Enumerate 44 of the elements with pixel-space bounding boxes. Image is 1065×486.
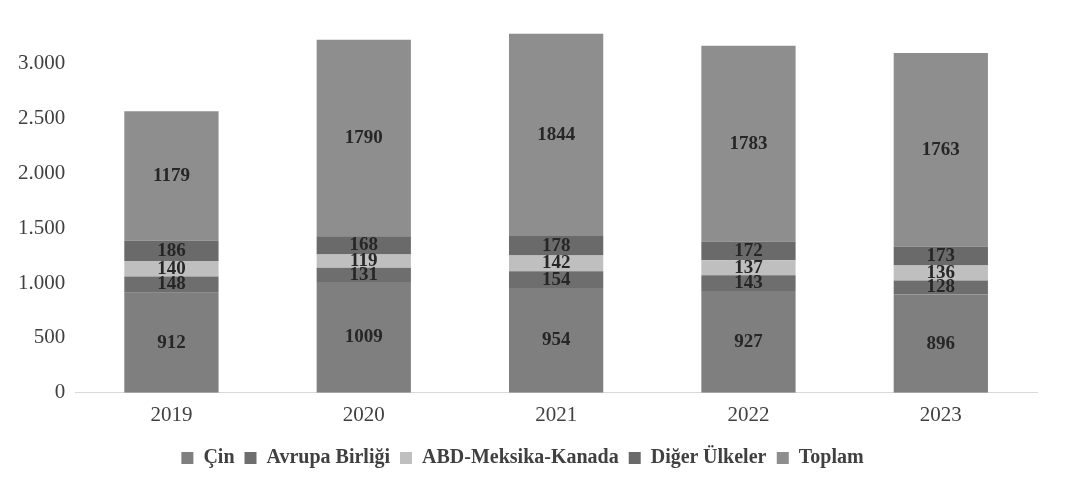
legend-label: Çin	[203, 445, 235, 469]
bar	[893, 294, 988, 393]
y-tick-label: 2.500	[18, 104, 66, 129]
bar	[509, 288, 604, 393]
data-label: 1179	[152, 163, 190, 185]
x-tick-label: 2022	[727, 401, 770, 426]
bar	[893, 246, 988, 266]
legend-label: Avrupa Birliği	[266, 445, 391, 469]
bar	[701, 291, 796, 393]
bar	[509, 33, 604, 237]
y-tick-label: 500	[33, 324, 66, 349]
legend-label: ABD-Meksika-Kanada	[422, 445, 619, 468]
bar	[893, 52, 988, 247]
legend-label: Diğer Ülkeler	[650, 445, 767, 469]
y-tick-label: 2.000	[18, 159, 66, 184]
data-label: 186	[157, 238, 186, 260]
y-tick-label: 0	[54, 379, 66, 404]
y-tick-label: 3.000	[18, 50, 66, 75]
data-label: 1763	[921, 137, 960, 159]
data-label: 1783	[729, 131, 768, 153]
y-tick-label: 1.000	[18, 269, 66, 294]
data-label: 927	[734, 329, 764, 351]
data-label: 1844	[537, 122, 576, 144]
bar	[124, 276, 219, 293]
data-label: 173	[926, 243, 956, 265]
data-label: 1009	[344, 325, 383, 347]
bar	[124, 111, 219, 241]
data-label: 912	[157, 330, 186, 352]
bar	[124, 292, 219, 393]
x-tick-label: 2021	[535, 401, 578, 426]
data-label: 172	[734, 238, 763, 260]
legend-label: Toplam	[798, 445, 864, 469]
data-label: 1790	[344, 125, 383, 147]
bar	[316, 282, 411, 393]
bar	[509, 236, 604, 256]
x-tick-label: 2020	[342, 401, 385, 426]
bar	[316, 39, 411, 237]
x-tick-label: 2019	[150, 401, 193, 426]
x-tick-label: 2023	[919, 401, 962, 426]
data-label: 896	[926, 331, 956, 353]
y-tick-label: 1.500	[18, 214, 66, 239]
bar	[701, 45, 796, 242]
bar	[701, 241, 796, 261]
data-label: 954	[541, 328, 571, 350]
